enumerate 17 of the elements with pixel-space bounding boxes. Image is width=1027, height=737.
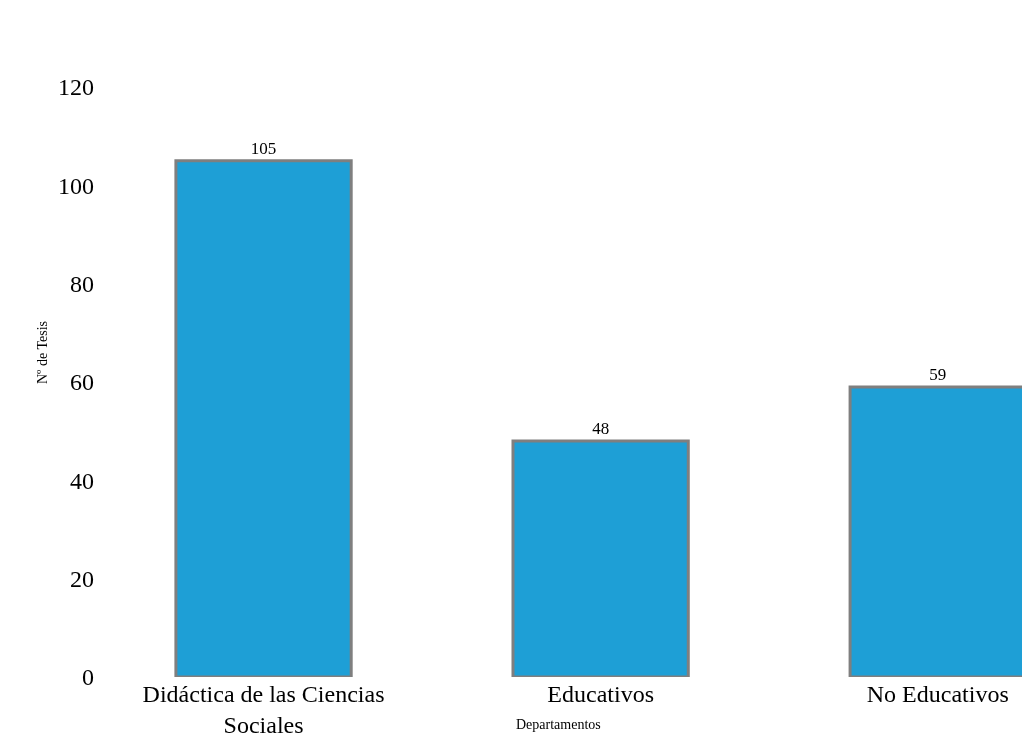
y-tick-label: 60 bbox=[70, 369, 94, 396]
y-tick-label: 0 bbox=[82, 664, 94, 691]
y-tick-label: 100 bbox=[58, 172, 94, 199]
data-label: 105 bbox=[250, 138, 277, 158]
x-axis-title: Departamentos bbox=[516, 717, 601, 732]
x-tick-label: No Educativos bbox=[866, 681, 1009, 707]
bar bbox=[174, 159, 353, 677]
y-tick-label: 20 bbox=[70, 566, 94, 593]
bar bbox=[511, 439, 690, 677]
y-tick-label: 80 bbox=[70, 271, 94, 298]
data-label: 48 bbox=[592, 419, 610, 438]
y-tick-label: 40 bbox=[70, 467, 94, 494]
x-tick-label: Didáctica de las Ciencias Sociales bbox=[142, 681, 385, 737]
y-axis-title: Nº de Tesis bbox=[35, 321, 50, 384]
x-tick-label: Educativos bbox=[547, 681, 654, 707]
data-label: 59 bbox=[929, 364, 947, 384]
y-tick-label: 120 bbox=[58, 74, 94, 101]
